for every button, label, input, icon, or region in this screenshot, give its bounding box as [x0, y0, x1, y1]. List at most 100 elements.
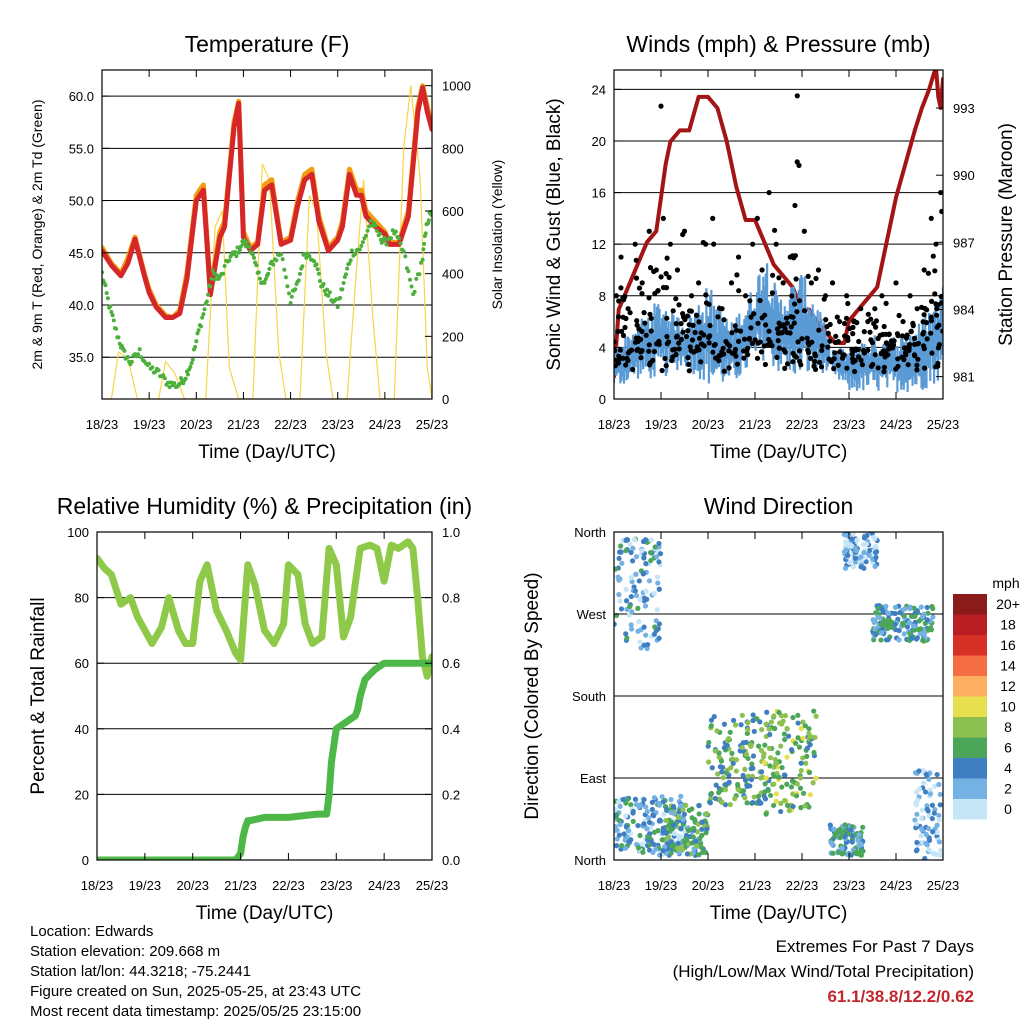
dewpoint-point: [206, 292, 211, 297]
gust-point: [928, 318, 935, 324]
y-tick-label: West: [577, 607, 607, 622]
y-axis-label: Percent & Total Rainfall: [28, 597, 49, 794]
direction-point: [878, 637, 884, 643]
gust-point: [759, 315, 765, 321]
dewpoint-point: [195, 331, 200, 336]
dewpoint-point: [296, 278, 301, 283]
direction-point: [626, 839, 632, 845]
direction-point: [661, 811, 667, 818]
dewpoint-point: [417, 272, 422, 277]
gust-point: [911, 335, 918, 341]
gust-point: [895, 363, 901, 369]
direction-point: [641, 555, 647, 561]
direction-point: [644, 809, 650, 815]
legend-swatch: [953, 635, 987, 656]
direction-point: [764, 709, 770, 715]
gust-point: [843, 315, 850, 321]
gust-point: [878, 351, 884, 357]
direction-point: [628, 575, 634, 581]
gust-point: [619, 328, 625, 334]
gust-point: [706, 334, 712, 341]
direction-point: [694, 843, 700, 849]
direction-point: [762, 781, 768, 787]
direction-point: [794, 781, 800, 787]
gust-point: [650, 357, 656, 363]
direction-point: [937, 852, 943, 858]
dewpoint-point: [125, 355, 130, 359]
gust-point: [655, 288, 661, 294]
gust-point: [784, 361, 791, 367]
direction-point: [928, 627, 935, 633]
direction-point: [641, 570, 647, 576]
direction-point: [872, 549, 879, 556]
dewpoint-point: [422, 241, 427, 246]
direction-point: [771, 781, 777, 787]
direction-point: [729, 750, 735, 756]
dewpoint-point: [348, 258, 353, 263]
direction-point: [918, 604, 924, 610]
gust-point: [856, 338, 862, 345]
gust-point: [685, 328, 691, 334]
x-tick-label: 20/23: [692, 417, 725, 432]
direction-point: [735, 787, 741, 793]
x-axis-label: Time (Day/UTC): [710, 442, 848, 463]
y-tick-label-right: 1.0: [442, 525, 460, 540]
dewpoint-point: [204, 299, 209, 304]
gust-point: [790, 314, 796, 320]
dewpoint-point: [367, 224, 372, 229]
direction-point: [839, 830, 846, 836]
dewpoint-point: [315, 267, 320, 272]
direction-point: [633, 554, 640, 560]
direction-point: [637, 597, 643, 603]
direction-point: [926, 847, 932, 853]
gust-point: [940, 328, 943, 334]
direction-point: [926, 776, 932, 782]
x-tick-label: 22/23: [786, 878, 819, 893]
direction-point: [927, 791, 933, 797]
gust-point: [648, 315, 654, 321]
gust-point: [899, 333, 906, 339]
dewpoint-point: [282, 267, 287, 272]
gust-point: [867, 329, 873, 335]
dewpoint-point: [262, 280, 267, 285]
gust-point: [903, 335, 910, 341]
direction-point: [635, 822, 641, 829]
gust-peak: [914, 306, 920, 312]
gust-point: [901, 345, 908, 351]
dewpoint-point: [349, 248, 354, 253]
direction-point: [828, 839, 834, 846]
gust-point: [881, 323, 887, 330]
gust-peak: [801, 228, 807, 234]
gust-peak: [858, 306, 864, 312]
gust-point: [618, 285, 624, 291]
direction-point: [789, 747, 795, 753]
x-axis-label: Time (Day/UTC): [196, 903, 334, 924]
gust-point: [770, 272, 776, 278]
y-tick-label: 60: [75, 656, 89, 671]
direction-point: [806, 726, 812, 732]
gust-point: [772, 227, 778, 233]
dewpoint-point: [373, 223, 378, 228]
dewpoint-point: [172, 381, 177, 386]
direction-point: [901, 613, 907, 619]
direction-point: [628, 622, 634, 628]
dewpoint-point: [237, 247, 242, 252]
direction-point: [730, 760, 736, 767]
y-tick-label: North: [574, 853, 606, 868]
gust-point: [707, 322, 713, 329]
chart-title: Wind Direction: [704, 493, 854, 519]
gust-point: [694, 312, 700, 318]
direction-point: [804, 745, 811, 751]
direction-point: [921, 631, 927, 637]
dewpoint-point: [122, 348, 127, 353]
direction-point: [930, 614, 936, 620]
x-tick-label: 19/23: [133, 417, 166, 432]
gust-point: [658, 274, 664, 280]
gust-point: [737, 328, 744, 334]
gust-peak: [674, 267, 681, 273]
gust-point: [747, 298, 753, 304]
gust-point: [923, 320, 930, 326]
legend-swatch: [953, 758, 987, 779]
dewpoint-point: [398, 241, 403, 246]
gust-point: [693, 348, 699, 354]
